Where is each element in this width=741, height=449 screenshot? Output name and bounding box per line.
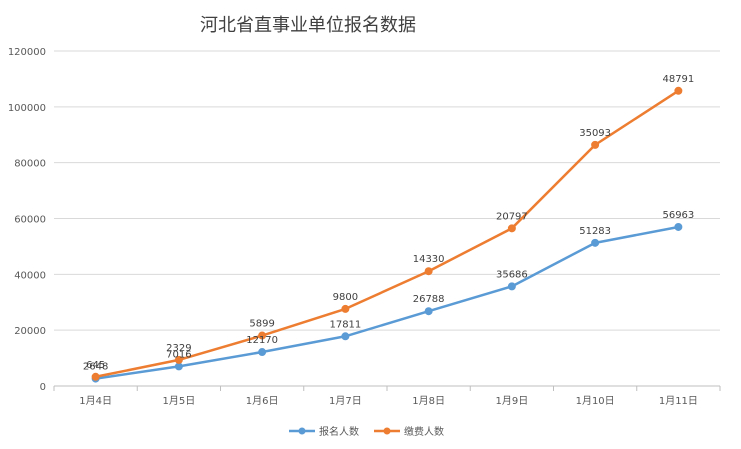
x-tick-label: 1月10日 <box>576 395 615 407</box>
x-tick-label: 1月9日 <box>496 395 529 407</box>
data-label: 9800 <box>333 292 358 303</box>
data-point[interactable] <box>341 304 350 313</box>
chart-title: 河北省直事业单位报名数据 <box>200 15 416 36</box>
x-tick-label: 1月11日 <box>659 395 698 407</box>
series-layer <box>91 86 683 383</box>
data-point[interactable] <box>674 86 683 95</box>
data-label: 14330 <box>413 254 445 265</box>
y-tick-label: 20000 <box>14 326 46 337</box>
data-label: 35686 <box>496 269 528 280</box>
legend-label[interactable]: 报名人数 <box>319 425 359 438</box>
data-label: 2648 <box>83 362 108 373</box>
x-tick-label: 1月5日 <box>163 395 196 407</box>
data-labels: 2648 7016 12170 17811 26788 35686 51283 56963 64… <box>83 74 694 373</box>
legend-swatch-marker <box>383 427 391 435</box>
data-label: 35093 <box>579 128 611 139</box>
y-tick-label: 40000 <box>14 270 46 281</box>
data-point[interactable] <box>424 267 433 276</box>
data-point[interactable] <box>591 140 600 149</box>
data-point[interactable] <box>424 307 433 316</box>
y-axis: 0 20000 40000 60000 80000 100000 120000 <box>8 47 46 393</box>
y-tick-label: 60000 <box>14 215 46 226</box>
data-label: 20797 <box>496 211 528 222</box>
data-label: 2329 <box>166 343 191 354</box>
series-line-1 <box>95 89 680 379</box>
gridlines <box>54 50 720 387</box>
data-label: 17811 <box>329 319 361 330</box>
y-tick-label: 120000 <box>8 47 46 58</box>
legend[interactable]: 报名人数 缴费人数 <box>289 425 444 438</box>
x-tick-label: 1月8日 <box>412 395 445 407</box>
y-tick-label: 80000 <box>14 159 46 170</box>
legend-label[interactable]: 缴费人数 <box>404 425 444 438</box>
data-point[interactable] <box>591 238 600 247</box>
data-point[interactable] <box>674 222 683 231</box>
series-line-0 <box>95 225 679 380</box>
data-point[interactable] <box>507 282 516 291</box>
data-label: 51283 <box>579 226 611 237</box>
data-label: 48791 <box>662 74 694 85</box>
data-point[interactable] <box>174 362 183 371</box>
y-tick-label: 0 <box>40 382 46 393</box>
data-label: 645 <box>86 360 105 371</box>
x-tick-label: 1月7日 <box>329 395 362 407</box>
x-axis: 1月4日 1月5日 1月6日 1月7日 1月8日 1月9日 1月10日 1月11日 <box>53 385 721 407</box>
data-label: 7016 <box>166 349 191 360</box>
data-point[interactable] <box>258 348 267 357</box>
data-point[interactable] <box>507 224 516 233</box>
data-label: 5899 <box>249 319 274 330</box>
legend-swatch-marker <box>298 427 306 435</box>
x-tick-label: 1月4日 <box>79 395 112 407</box>
x-tick-label: 1月6日 <box>246 395 279 407</box>
data-label: 12170 <box>246 335 278 346</box>
data-label: 26788 <box>413 294 445 305</box>
data-point[interactable] <box>174 355 183 364</box>
data-point[interactable] <box>258 331 267 340</box>
data-point[interactable] <box>341 332 350 341</box>
data-label: 56963 <box>662 210 694 221</box>
y-tick-label: 100000 <box>8 103 46 114</box>
data-point[interactable] <box>91 372 100 381</box>
